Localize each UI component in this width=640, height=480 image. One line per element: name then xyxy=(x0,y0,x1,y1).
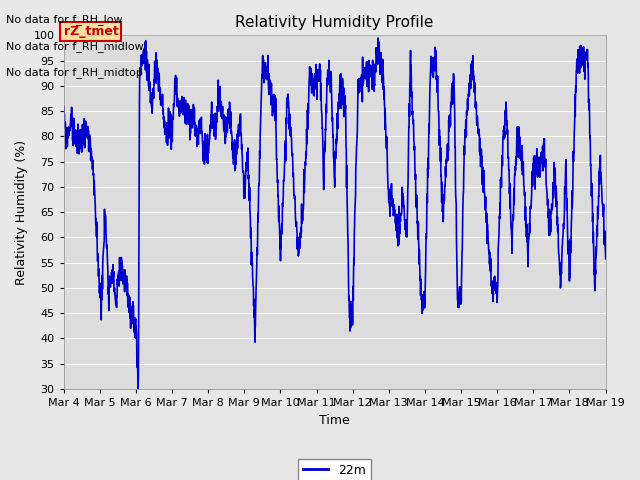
X-axis label: Time: Time xyxy=(319,414,350,427)
Text: No data for f_RH_midtop: No data for f_RH_midtop xyxy=(6,67,143,78)
Title: Relativity Humidity Profile: Relativity Humidity Profile xyxy=(236,15,434,30)
Legend: 22m: 22m xyxy=(298,459,371,480)
Text: No data for f_RH_low: No data for f_RH_low xyxy=(6,14,123,25)
Y-axis label: Relativity Humidity (%): Relativity Humidity (%) xyxy=(15,140,28,285)
Text: No data for f_RH_midlow: No data for f_RH_midlow xyxy=(6,41,144,52)
Text: rZ_tmet: rZ_tmet xyxy=(63,25,118,38)
